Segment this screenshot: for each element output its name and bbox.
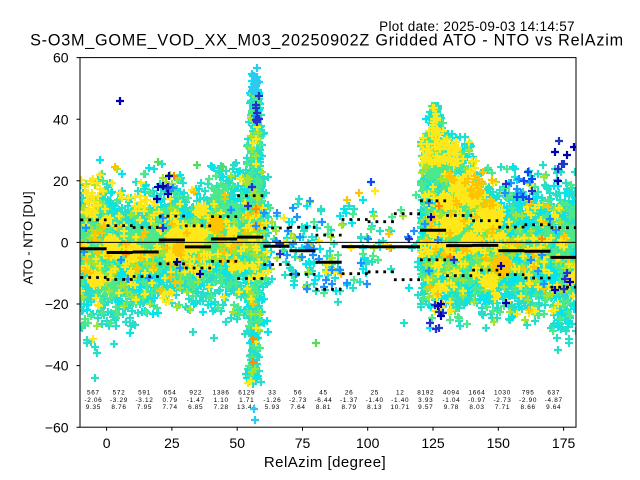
svg-text:-6.44: -6.44 — [314, 397, 332, 404]
svg-text:60: 60 — [53, 50, 69, 66]
svg-text:-4.87: -4.87 — [545, 397, 563, 404]
svg-text:-2.90: -2.90 — [519, 397, 537, 404]
svg-text:75: 75 — [295, 435, 311, 451]
svg-text:-1.37: -1.37 — [340, 397, 358, 404]
svg-text:9.35: 9.35 — [86, 404, 101, 411]
svg-text:-2.73: -2.73 — [289, 397, 307, 404]
svg-text:45: 45 — [319, 389, 328, 396]
svg-text:9.78: 9.78 — [444, 404, 459, 411]
svg-text:7.74: 7.74 — [162, 404, 177, 411]
svg-text:Plot date: 2025-09-03 14:14:57: Plot date: 2025-09-03 14:14:57 — [379, 19, 575, 34]
svg-text:26: 26 — [345, 389, 354, 396]
svg-text:6.85: 6.85 — [188, 404, 203, 411]
svg-text:1030: 1030 — [494, 389, 511, 396]
svg-text:7.64: 7.64 — [290, 404, 305, 411]
svg-text:7.28: 7.28 — [214, 404, 229, 411]
svg-text:25: 25 — [164, 435, 180, 451]
svg-text:56: 56 — [294, 389, 303, 396]
svg-text:RelAzim [degree]: RelAzim [degree] — [264, 454, 386, 471]
svg-text:10.71: 10.71 — [390, 404, 410, 411]
svg-text:654: 654 — [164, 389, 177, 396]
svg-text:7.71: 7.71 — [495, 404, 510, 411]
svg-text:-3.29: -3.29 — [110, 397, 128, 404]
svg-text:−20: −20 — [45, 296, 69, 312]
svg-text:637: 637 — [547, 389, 560, 396]
svg-text:8.13: 8.13 — [367, 404, 382, 411]
svg-text:0: 0 — [61, 235, 69, 251]
svg-text:-1.26: -1.26 — [263, 397, 281, 404]
svg-text:-1.40: -1.40 — [366, 397, 384, 404]
svg-text:-2.06: -2.06 — [84, 397, 102, 404]
svg-text:9.57: 9.57 — [418, 404, 433, 411]
svg-text:1664: 1664 — [468, 389, 485, 396]
svg-text:33: 33 — [268, 389, 277, 396]
svg-text:-1.04: -1.04 — [442, 397, 460, 404]
svg-text:-1.40: -1.40 — [391, 397, 409, 404]
svg-text:0.79: 0.79 — [162, 397, 177, 404]
svg-text:7.95: 7.95 — [137, 404, 152, 411]
svg-text:1.71: 1.71 — [239, 397, 254, 404]
svg-text:8.76: 8.76 — [111, 404, 126, 411]
svg-text:20: 20 — [53, 173, 69, 189]
svg-text:-0.97: -0.97 — [468, 397, 486, 404]
svg-text:25: 25 — [370, 389, 379, 396]
svg-text:591: 591 — [138, 389, 151, 396]
svg-text:100: 100 — [356, 435, 380, 451]
svg-text:1.10: 1.10 — [214, 397, 229, 404]
svg-text:12: 12 — [396, 389, 405, 396]
svg-text:795: 795 — [522, 389, 535, 396]
svg-text:125: 125 — [421, 435, 445, 451]
svg-text:-1.47: -1.47 — [187, 397, 205, 404]
svg-text:8192: 8192 — [417, 389, 434, 396]
svg-text:567: 567 — [87, 389, 100, 396]
svg-text:13.44: 13.44 — [237, 404, 257, 411]
svg-text:8.66: 8.66 — [520, 404, 535, 411]
svg-text:175: 175 — [552, 435, 576, 451]
svg-text:3.93: 3.93 — [418, 397, 433, 404]
svg-text:−60: −60 — [45, 419, 69, 435]
svg-text:4094: 4094 — [443, 389, 460, 396]
svg-text:1386: 1386 — [213, 389, 230, 396]
svg-text:5.93: 5.93 — [265, 404, 280, 411]
svg-text:8.81: 8.81 — [316, 404, 331, 411]
svg-text:8.79: 8.79 — [341, 404, 356, 411]
svg-text:50: 50 — [229, 435, 245, 451]
svg-text:-2.73: -2.73 — [493, 397, 511, 404]
svg-text:S-O3M_GOME_VOD_XX_M03_20250902: S-O3M_GOME_VOD_XX_M03_20250902Z Gridded … — [30, 31, 624, 49]
svg-text:150: 150 — [487, 435, 511, 451]
svg-text:8.03: 8.03 — [469, 404, 484, 411]
svg-text:−40: −40 — [45, 358, 69, 374]
svg-text:40: 40 — [53, 111, 69, 127]
svg-text:-3.12: -3.12 — [135, 397, 153, 404]
svg-text:572: 572 — [113, 389, 126, 396]
svg-text:922: 922 — [189, 389, 202, 396]
svg-text:6129: 6129 — [238, 389, 255, 396]
svg-text:ATO - NTO [DU]: ATO - NTO [DU] — [21, 191, 36, 284]
svg-text:0: 0 — [103, 435, 111, 451]
svg-text:9.64: 9.64 — [546, 404, 561, 411]
